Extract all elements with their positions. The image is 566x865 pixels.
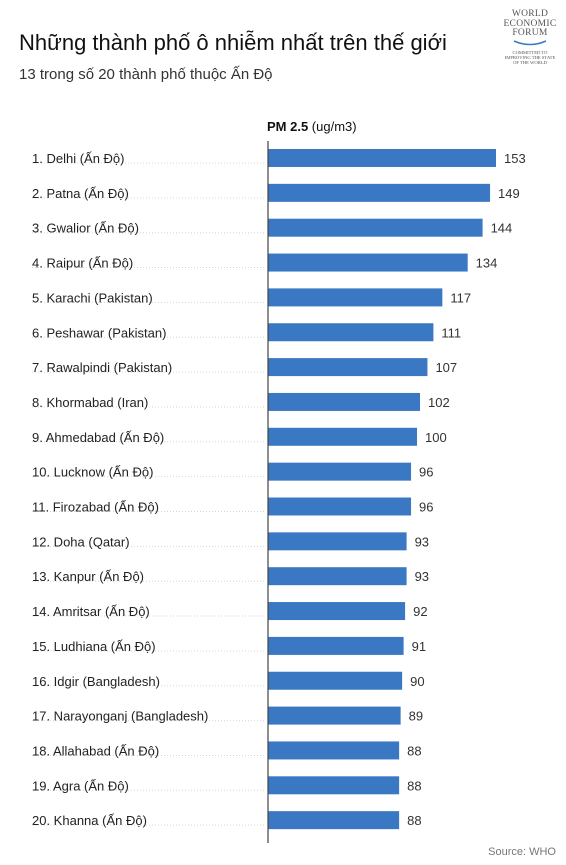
category-label: 3. Gwalior (Ấn Độ) [32, 221, 139, 236]
source-note: Source: WHO [488, 846, 556, 858]
bar [268, 567, 407, 586]
bar [268, 323, 434, 342]
bar [268, 392, 420, 411]
category-label: 7. Rawalpindi (Pakistan) [32, 360, 172, 375]
bar [268, 811, 400, 830]
data-label: 102 [428, 395, 450, 410]
data-label: 134 [476, 256, 498, 271]
category-label: 4. Raipur (Ấn Độ) [32, 256, 133, 271]
data-label: 92 [413, 604, 427, 619]
category-label: 6. Peshawar (Pakistan) [32, 325, 166, 340]
bar [268, 253, 468, 272]
bar [268, 776, 400, 795]
data-label: 144 [491, 221, 513, 236]
category-label: 10. Lucknow (Ấn Độ) [32, 465, 153, 480]
data-label: 149 [498, 186, 520, 201]
category-label: 18. Allahabad (Ấn Độ) [32, 743, 159, 758]
data-label: 96 [419, 500, 433, 515]
data-label: 93 [415, 569, 429, 584]
category-label: 15. Ludhiana (Ấn Độ) [32, 639, 156, 654]
bar [268, 602, 406, 621]
category-label: 11. Firozabad (Ấn Độ) [32, 500, 159, 515]
bar [268, 288, 443, 307]
logo-line-1: WORLD [511, 9, 549, 19]
bar [268, 671, 403, 690]
category-label: 5. Karachi (Pakistan) [32, 290, 153, 305]
bar [268, 636, 404, 655]
bar [268, 149, 496, 167]
value-axis-header-bold: PM 2.5 [267, 119, 312, 134]
bar [268, 741, 400, 760]
bar [268, 218, 483, 237]
data-label: 100 [425, 430, 447, 445]
category-label: 19. Agra (Ấn Độ) [32, 778, 129, 793]
category-label: 2. Patna (Ấn Độ) [32, 186, 129, 201]
value-axis-header-unit: (ug/m3) [312, 119, 357, 134]
logo-tagline-1: COMMITTED TO [512, 49, 548, 55]
category-label: 17. Narayonganj (Bangladesh) [32, 709, 208, 724]
data-label: 90 [410, 674, 424, 689]
bar [268, 497, 412, 516]
data-label: 88 [407, 813, 421, 828]
data-label: 117 [450, 290, 471, 305]
logo-line-3: FORUM [512, 28, 548, 38]
data-label: 93 [415, 534, 429, 549]
data-label: 107 [435, 360, 457, 375]
data-label: 88 [407, 778, 421, 793]
bar [268, 358, 428, 377]
bar [268, 462, 412, 481]
category-label: 1. Delhi (Ấn Độ) [32, 151, 124, 166]
logo-tagline-2: IMPROVING THE STATE [504, 54, 556, 60]
data-label: 91 [412, 639, 426, 654]
logo-tagline-3: OF THE WORLD [513, 59, 547, 65]
bar [268, 706, 401, 725]
category-label: 8. Khormabad (Iran) [32, 395, 148, 410]
category-label: 14. Amritsar (Ấn Độ) [32, 604, 150, 619]
bar [268, 532, 407, 551]
data-label: 96 [419, 465, 433, 480]
category-label: 20. Khanna (Ấn Độ) [32, 813, 147, 828]
data-label: 153 [504, 151, 526, 166]
category-label: 12. Doha (Qatar) [32, 534, 130, 549]
chart-subtitle: 13 trong số 20 thành phố thuộc Ấn Độ [19, 66, 273, 83]
logo-line-2: ECONOMIC [503, 18, 557, 29]
data-label: 88 [407, 743, 421, 758]
chart-title: Những thành phố ô nhiễm nhất trên thế gi… [19, 30, 447, 55]
bar [268, 183, 491, 202]
wef-logo: WORLD ECONOMIC FORUM COMMITTED TO IMPROV… [500, 9, 560, 65]
category-label: 13. Kanpur (Ấn Độ) [32, 569, 144, 584]
logo-tagline: COMMITTED TO IMPROVING THE STATE OF THE … [500, 50, 560, 65]
category-label: 9. Ahmedabad (Ấn Độ) [32, 430, 164, 445]
bar [268, 427, 418, 446]
category-label: 16. Idgir (Bangladesh) [32, 674, 160, 689]
data-label: 89 [409, 709, 423, 724]
data-label: 111 [441, 325, 461, 340]
value-axis-header: PM 2.5 (ug/m3) [267, 119, 357, 134]
logo-arc-icon [513, 39, 547, 45]
